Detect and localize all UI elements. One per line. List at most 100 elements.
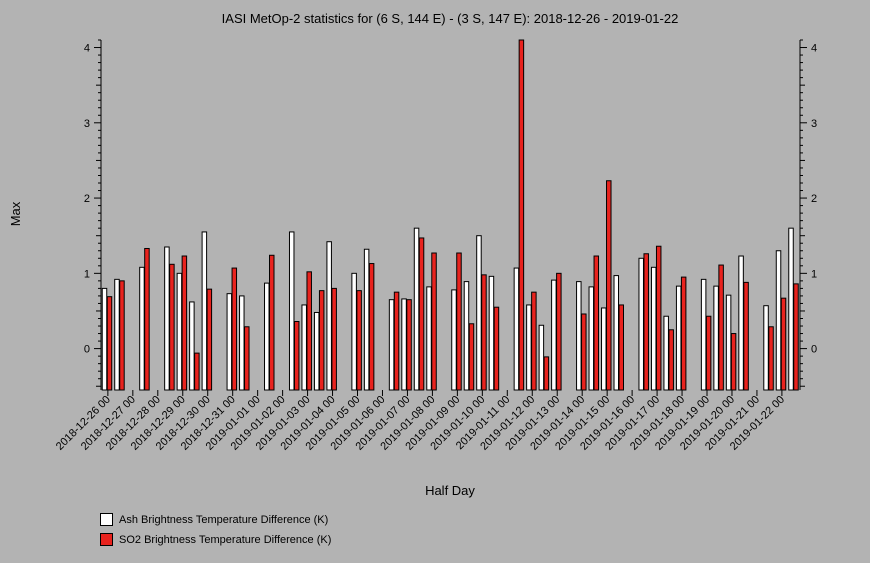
bar-ash xyxy=(139,266,145,391)
bar-so2 xyxy=(481,274,487,391)
bar-so2 xyxy=(556,272,562,391)
legend-swatch-so2 xyxy=(100,533,113,546)
bar-ash xyxy=(601,307,607,391)
bar-so2 xyxy=(306,271,312,391)
bar-so2 xyxy=(493,306,500,391)
bar-ash xyxy=(463,281,470,391)
y-tick-label-right: 4 xyxy=(811,43,817,55)
bar-ash xyxy=(675,285,682,391)
bar-ash xyxy=(413,227,420,391)
y-tick-label-left: 3 xyxy=(84,118,90,130)
bar-so2 xyxy=(531,291,537,391)
bar-so2 xyxy=(780,297,787,391)
bar-so2 xyxy=(668,329,674,391)
bar-so2 xyxy=(718,264,724,391)
bar-ash xyxy=(326,241,332,391)
bar-so2 xyxy=(643,253,649,391)
bar-so2 xyxy=(768,326,774,391)
bar-so2 xyxy=(244,326,250,391)
bar-so2 xyxy=(356,290,362,391)
bar-ash xyxy=(788,227,794,391)
bars-layer xyxy=(101,39,799,391)
y-tick-label-right: 3 xyxy=(811,118,817,130)
bar-ash xyxy=(288,231,295,391)
x-axis-label: Half Day xyxy=(425,483,475,498)
bar-so2 xyxy=(743,281,749,391)
legend-label-ash: Ash Brightness Temperature Difference (K… xyxy=(119,513,329,526)
chart-title: IASI MetOp-2 statistics for (6 S, 144 E)… xyxy=(222,11,679,26)
bar-so2 xyxy=(393,291,400,391)
bar-so2 xyxy=(119,280,125,391)
bar-ash xyxy=(313,311,320,391)
legend-label-so2: SO2 Brightness Temperature Difference (K… xyxy=(119,533,332,546)
bar-so2 xyxy=(293,321,300,391)
y-tick-label-left: 4 xyxy=(84,43,90,55)
bar-ash xyxy=(538,324,545,391)
y-axis-label: Max xyxy=(8,201,23,226)
bar-so2 xyxy=(269,254,275,391)
bar-so2 xyxy=(331,287,337,391)
bar-ash xyxy=(476,235,482,391)
bar-ash xyxy=(101,287,108,391)
bar-ash xyxy=(613,275,620,391)
y-tick-label-left: 0 xyxy=(84,344,90,356)
bar-ash xyxy=(264,282,270,391)
bar-so2 xyxy=(680,276,687,391)
legend-item-so2: SO2 Brightness Temperature Difference (K… xyxy=(100,533,331,546)
bar-ash xyxy=(763,305,769,391)
bar-ash xyxy=(488,275,495,391)
y-tick-label-left: 2 xyxy=(84,193,90,205)
bar-so2 xyxy=(231,267,238,391)
bar-so2 xyxy=(730,333,737,391)
bar-so2 xyxy=(606,180,612,391)
bar-ash xyxy=(576,281,582,391)
bar-so2 xyxy=(618,304,625,391)
bar-so2 xyxy=(793,283,799,391)
bar-ash xyxy=(650,266,657,391)
legend-swatch-ash xyxy=(100,513,113,526)
bar-ash xyxy=(239,295,245,391)
bar-ash xyxy=(301,304,307,391)
bar-ash xyxy=(351,272,357,391)
bar-ash xyxy=(738,255,744,391)
bar-so2 xyxy=(194,352,200,391)
bar-so2 xyxy=(106,296,113,391)
bar-so2 xyxy=(169,263,175,391)
bar-so2 xyxy=(468,323,475,391)
bar-so2 xyxy=(456,252,462,391)
bar-ash xyxy=(401,298,407,391)
bar-ash xyxy=(713,285,719,391)
bar-ash xyxy=(164,246,170,391)
bar-ash xyxy=(700,278,707,391)
bar-ash xyxy=(551,279,557,391)
bar-ash xyxy=(725,294,732,391)
y-tick-label-left: 1 xyxy=(84,268,90,280)
bar-so2 xyxy=(144,247,150,391)
bar-ash xyxy=(114,278,120,391)
bar-ash xyxy=(189,301,195,391)
legend-item-ash: Ash Brightness Temperature Difference (K… xyxy=(100,513,328,526)
bar-ash xyxy=(176,272,183,391)
bar-ash xyxy=(451,289,457,391)
bar-ash xyxy=(363,248,370,391)
bar-ash xyxy=(526,304,532,391)
bar-so2 xyxy=(431,252,437,391)
bar-so2 xyxy=(318,290,325,391)
bar-ash xyxy=(588,286,595,391)
bar-so2 xyxy=(181,255,188,391)
bar-ash xyxy=(201,231,208,391)
bar-so2 xyxy=(655,245,662,391)
y-tick-label-right: 0 xyxy=(811,344,817,356)
y-tick-label-right: 1 xyxy=(811,268,817,280)
y-tick-label-right: 2 xyxy=(811,193,817,205)
bar-ash xyxy=(638,257,644,391)
bar-ash xyxy=(388,299,395,391)
bar-ash xyxy=(513,267,520,391)
bar-ash xyxy=(226,293,233,391)
bar-ash xyxy=(663,315,669,391)
bar-so2 xyxy=(593,255,600,391)
bar-so2 xyxy=(406,299,412,391)
bar-so2 xyxy=(705,315,712,391)
bar-ash xyxy=(426,286,432,391)
